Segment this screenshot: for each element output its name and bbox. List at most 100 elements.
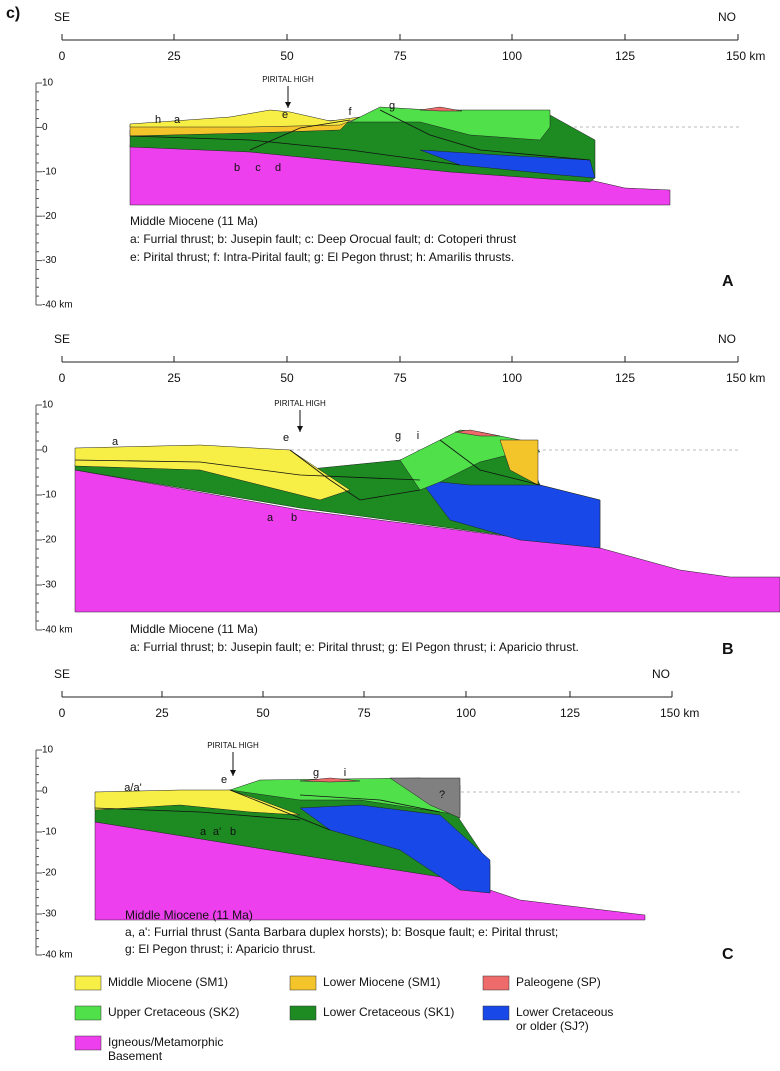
figure: c) SENO0255075100125150 km100-10-20-30-4… [0, 0, 780, 1066]
fault-label: g [389, 100, 395, 112]
fault-label: a/a' [124, 782, 141, 794]
fault-label: c [255, 162, 261, 174]
fault-label: b [230, 826, 236, 838]
legend-label: Middle Miocene (SM1) [108, 975, 228, 989]
scale-tick-label: 50 [280, 371, 294, 385]
pirital-high-label: PIRITAL HIGH [274, 399, 326, 408]
scale-tick-label: 75 [357, 706, 371, 720]
scale-tick-label: 125 [560, 706, 580, 720]
scale-tick-label: 0 [59, 371, 66, 385]
fault-label: a [174, 114, 181, 126]
legend-swatch [290, 976, 316, 990]
depth-tick-label: -20 [42, 868, 57, 879]
figure-label: c) [6, 5, 20, 22]
depth-tick-label: 0 [42, 445, 48, 456]
legend-label: or older (SJ?) [516, 1019, 589, 1033]
depth-tick-label: -30 [42, 909, 57, 920]
legend-label: Lower Miocene (SM1) [323, 975, 440, 989]
scale-tick-label: 100 [502, 49, 522, 63]
depth-tick-label: -10 [42, 827, 57, 838]
fault-label: b [234, 162, 240, 174]
fault-label: a [267, 512, 274, 524]
scale-tick-label: 150 km [726, 371, 765, 385]
direction-label: NO [718, 332, 736, 346]
depth-tick-label: -20 [42, 535, 57, 546]
scale-tick-label: 150 km [660, 706, 699, 720]
direction-label: NO [718, 10, 736, 24]
pirital-high-label: PIRITAL HIGH [207, 741, 259, 750]
direction-label: SE [54, 332, 70, 346]
depth-tick-label: 10 [42, 400, 54, 411]
caption-line: a: Furrial thrust; b: Jusepin fault; e: … [130, 640, 579, 654]
pirital-high-label: PIRITAL HIGH [262, 75, 314, 84]
caption-title: Middle Miocene (11 Ma) [125, 908, 253, 922]
caption-line: g: El Pegon thrust; i: Aparicio thrust. [125, 942, 316, 956]
legend-swatch [483, 976, 509, 990]
scale-tick-label: 50 [256, 706, 270, 720]
legend-swatch [483, 1006, 509, 1020]
legend-label: Lower Cretaceous (SK1) [323, 1005, 454, 1019]
legend-label: Upper Cretaceous (SK2) [108, 1005, 239, 1019]
legend-swatch [75, 1006, 101, 1020]
panel-letter: B [722, 641, 734, 658]
scale-tick-label: 125 [615, 49, 635, 63]
fault-label: a' [213, 826, 221, 838]
legend-label: Paleogene (SP) [516, 975, 601, 989]
legend-label: Lower Cretaceous [516, 1005, 613, 1019]
fault-label: i [344, 767, 346, 779]
caption-line: a, a': Furrial thrust (Santa Barbara dup… [125, 925, 558, 939]
fault-label: g [313, 767, 319, 779]
fault-label: e [221, 774, 227, 786]
panel-letter: C [722, 946, 734, 963]
depth-tick-label: -30 [42, 580, 57, 591]
scale-tick-label: 25 [155, 706, 169, 720]
scale-tick-label: 75 [393, 49, 407, 63]
geologic-unit [130, 110, 360, 127]
caption-line: e: Pirital thrust; f: Intra-Pirital faul… [130, 250, 514, 264]
fault-label: e [282, 109, 288, 121]
depth-tick-label: 0 [42, 122, 48, 133]
direction-label: NO [652, 667, 670, 681]
depth-tick-label: 0 [42, 786, 48, 797]
legend-swatch [290, 1006, 316, 1020]
legend-swatch [75, 1036, 101, 1050]
fault-label: e [283, 432, 289, 444]
fault-label: b [291, 512, 297, 524]
scale-tick-label: 100 [456, 706, 476, 720]
depth-tick-label: 10 [42, 78, 54, 89]
legend-swatch [75, 976, 101, 990]
scale-tick-label: 75 [393, 371, 407, 385]
legend-label: Basement [108, 1049, 163, 1063]
pirital-arrowhead [297, 426, 303, 432]
scale-tick-label: 0 [59, 706, 66, 720]
scale-tick-label: 0 [59, 49, 66, 63]
fault-label: d [275, 162, 281, 174]
legend-label: Igneous/Metamorphic [108, 1035, 223, 1049]
scale-tick-label: 125 [615, 371, 635, 385]
fault-label: a [112, 436, 119, 448]
fault-label: g [395, 430, 401, 442]
fault-label: i [417, 430, 419, 442]
geologic-unit [300, 778, 360, 782]
scale-tick-label: 25 [167, 371, 181, 385]
caption-line: a: Furrial thrust; b: Jusepin fault; c: … [130, 232, 517, 246]
fault-label: f [348, 106, 352, 118]
fault-label: ? [439, 789, 445, 801]
depth-tick-label: -10 [42, 490, 57, 501]
geologic-unit [420, 107, 462, 111]
depth-tick-label: -40 km [42, 300, 73, 311]
depth-tick-label: -10 [42, 166, 57, 177]
pirital-arrowhead [285, 102, 291, 108]
scale-tick-label: 25 [167, 49, 181, 63]
fault-label: a [200, 826, 207, 838]
direction-label: SE [54, 10, 70, 24]
caption-title: Middle Miocene (11 Ma) [130, 214, 258, 228]
scale-tick-label: 100 [502, 371, 522, 385]
scale-tick-label: 150 km [726, 49, 765, 63]
depth-tick-label: 10 [42, 745, 54, 756]
caption-title: Middle Miocene (11 Ma) [130, 622, 258, 636]
depth-tick-label: -40 km [42, 950, 73, 961]
scale-tick-label: 50 [280, 49, 294, 63]
direction-label: SE [54, 667, 70, 681]
depth-tick-label: -20 [42, 211, 57, 222]
